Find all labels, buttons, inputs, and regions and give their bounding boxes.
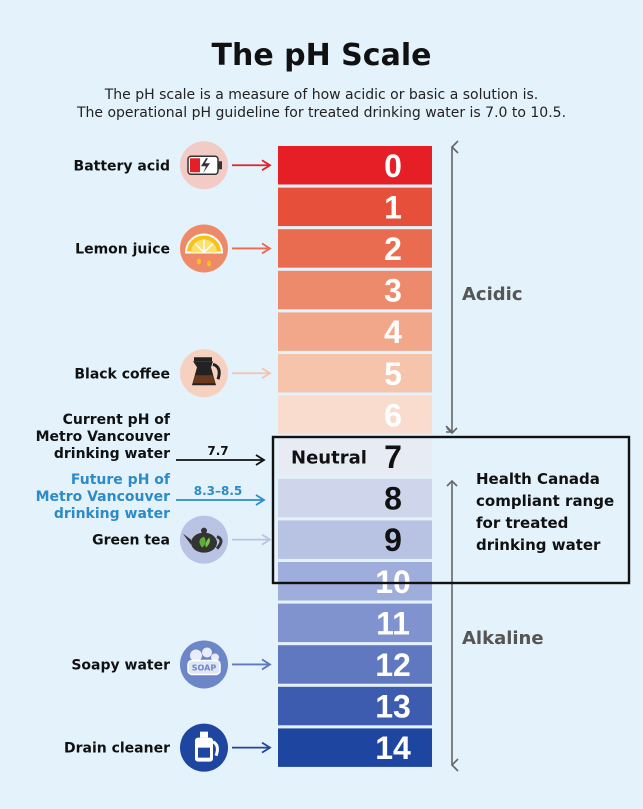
ph-number-5: 5	[384, 356, 402, 392]
ph-number-14: 14	[375, 730, 411, 766]
subtitle-line-1: The pH scale is a measure of how acidic …	[104, 87, 539, 103]
drain-cleaner-icon	[180, 723, 228, 772]
ph-bar-4	[278, 312, 432, 351]
ph-number-4: 4	[384, 314, 402, 350]
ph-bar-7	[278, 437, 432, 476]
ph-bar-0	[278, 146, 432, 185]
ph-number-2: 2	[384, 231, 402, 267]
ph-bar-11	[278, 603, 432, 643]
soap-icon: SOAP	[180, 640, 228, 689]
substance-label-1: Lemon juice	[75, 241, 170, 257]
ph-bar-2	[278, 229, 432, 268]
health-canada-line-3: for treated	[476, 514, 568, 532]
battery-icon	[180, 141, 228, 190]
substance-label-0: Battery acid	[74, 158, 170, 174]
ph-number-7: 7	[384, 439, 402, 475]
current-label-line-1: Current pH of	[63, 412, 171, 428]
ph-bar-6	[278, 395, 432, 435]
substance-icons: SOAP	[180, 141, 228, 772]
coffee-pot-icon	[180, 349, 228, 398]
future-label-line-1: Future pH of	[71, 472, 171, 488]
soap-text: SOAP	[192, 663, 217, 672]
health-canada-line-4: drinking water	[476, 536, 601, 554]
ph-number-3: 3	[384, 273, 402, 309]
lemon-icon	[180, 224, 228, 273]
ph-number-9: 9	[384, 522, 402, 558]
subtitle-line-2: The operational pH guideline for treated…	[76, 105, 567, 121]
ph-bar-13	[278, 686, 432, 726]
ph-number-13: 13	[375, 689, 411, 725]
ph-number-10: 10	[375, 564, 411, 600]
ph-bar-9	[278, 520, 432, 559]
ph-bar-8	[278, 478, 432, 518]
acidic-bracket	[445, 140, 459, 435]
ph-number-11: 11	[376, 605, 410, 641]
scale-bars	[278, 146, 432, 767]
acidic-label: Acidic	[462, 284, 523, 305]
health-canada-line-1: Health Canada	[476, 470, 600, 488]
future-label-line-3: drinking water	[54, 506, 170, 522]
substance-label-4: Soapy water	[71, 657, 170, 673]
current-ph-value: 7.7	[207, 444, 228, 458]
substance-labels: Battery acid Lemon juice Black coffee Green…	[64, 158, 170, 756]
ph-bar-5	[278, 354, 432, 393]
ph-number-0: 0	[384, 148, 402, 184]
ph-number-8: 8	[384, 481, 402, 517]
substance-label-3: Green tea	[92, 533, 170, 549]
ph-bar-10	[278, 562, 432, 601]
substance-arrows	[232, 159, 272, 754]
ph-number-1: 1	[384, 189, 402, 225]
substance-label-5: Drain cleaner	[64, 741, 170, 757]
alkaline-bracket	[446, 479, 459, 772]
current-label-line-3: drinking water	[54, 446, 170, 462]
health-canada-range-box	[271, 435, 631, 585]
neutral-label: Neutral	[291, 447, 367, 468]
ph-bar-1	[278, 187, 432, 227]
ph-bar-14	[278, 728, 432, 767]
substance-label-2: Black coffee	[74, 366, 170, 382]
page-title: The pH Scale	[211, 38, 432, 73]
ph-bar-3	[278, 270, 432, 310]
ph-number-12: 12	[375, 647, 411, 683]
health-canada-line-2: compliant range	[476, 492, 614, 510]
ph-number-6: 6	[384, 397, 402, 433]
ph-bar-12	[278, 645, 432, 684]
alkaline-label: Alkaline	[462, 628, 544, 649]
future-label-line-2: Metro Vancouver	[36, 489, 171, 505]
current-label-line-2: Metro Vancouver	[36, 429, 171, 445]
future-ph-value: 8.3–8.5	[194, 484, 243, 498]
teapot-icon	[180, 515, 228, 564]
